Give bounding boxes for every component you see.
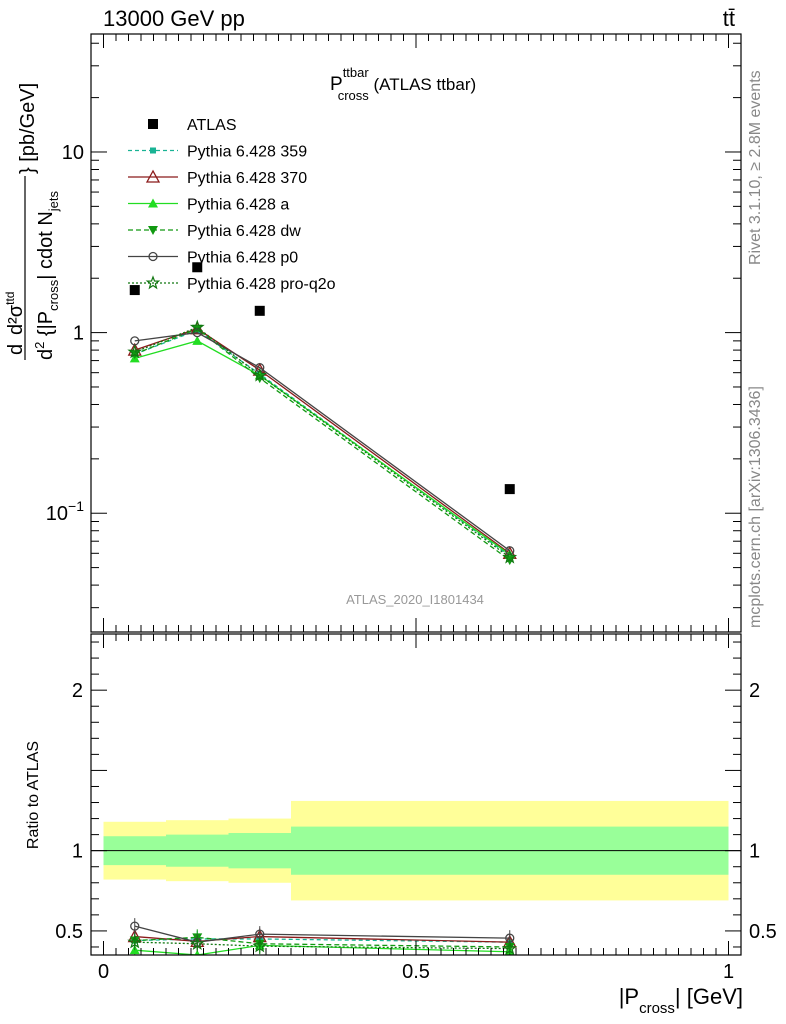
series-5-point-2 <box>252 367 268 382</box>
ratio-y-tick-label-right-1: 1 <box>749 841 760 863</box>
legend-label-0: ATLAS <box>187 117 237 134</box>
ratio-line-1 <box>134 935 510 943</box>
ratio-y-label: Ratio to ATLAS <box>25 741 42 849</box>
legend-label-3: Pythia 6.428 a <box>187 197 289 214</box>
series-5-point-1 <box>189 319 205 334</box>
data-point-2 <box>254 305 265 316</box>
ratio-5-point-1 <box>189 936 205 950</box>
ratio-y-tick-label-2: 2 <box>72 680 83 702</box>
rivet-label: Rivet 3.1.10, ≥ 2.8M events <box>747 70 764 265</box>
legend-marker-1 <box>150 147 156 154</box>
ratio-2-point-1 <box>194 950 201 955</box>
x-tick-label-1: 0.5 <box>402 961 430 983</box>
legend-marker-6 <box>145 275 161 290</box>
ratio-y-tick-label-right-0: 0.5 <box>749 921 777 943</box>
x-axis-label: |Pcross| [GeV] <box>619 984 743 1017</box>
legend-label-4: Pythia 6.428 dw <box>187 223 301 240</box>
analysis-id: ATLAS_2020_I1801434 <box>346 592 484 607</box>
y-tick-label-1: 1 <box>73 323 84 345</box>
title-main: P <box>330 74 343 95</box>
mcplots-label: mcplots.cern.ch [arXiv:1306.3436] <box>747 386 764 628</box>
ratio-5-point-3 <box>502 940 518 955</box>
ylabel-d-top: d <box>5 344 27 355</box>
series-line-4 <box>134 331 511 552</box>
series-4-point-2 <box>255 362 265 373</box>
ylabel-denominator: d2 {|Pcross| cdot Njets <box>32 191 61 360</box>
ratio-line-5 <box>134 941 510 950</box>
chart-title: Pttbar cross (ATLAS ttbar) <box>330 65 476 103</box>
series-line-3 <box>134 328 511 561</box>
series-4-point-3 <box>505 546 515 556</box>
series-line-5 <box>134 326 511 558</box>
legend-label-6: Pythia 6.428 pro-q2o <box>187 276 336 293</box>
x-tick-label-2: 1 <box>723 961 734 983</box>
legend-marker-5 <box>148 251 158 262</box>
y-tick-label-0: 10−1 <box>46 498 84 525</box>
ratio-4-point-0 <box>130 921 140 931</box>
legend-marker-3 <box>148 198 158 208</box>
series-2-point-1 <box>192 335 203 345</box>
ratio-y-tick-label-0: 0.5 <box>55 921 83 943</box>
y-axis-label: d d²σttd d2 {|Pcross| cdot Njets } [pb/G… <box>3 83 61 360</box>
process-label: tt̄ <box>723 6 735 31</box>
legend-marker-2 <box>145 169 161 183</box>
series-5-point-0 <box>127 344 143 359</box>
ratio-line-3 <box>134 936 510 948</box>
ratio-5-point-0 <box>127 934 143 949</box>
ylabel-sigma: d²σttd <box>3 292 27 335</box>
legend-label-1: Pythia 6.428 359 <box>187 144 307 161</box>
legend: ATLAS Pythia 6.428 359 Pythia 6.428 370 Pyt… <box>128 117 336 293</box>
ratio-y-tick-label-1: 1 <box>72 841 83 863</box>
legend-marker-0 <box>148 119 158 129</box>
data-point-0 <box>129 285 140 296</box>
series-line-2 <box>134 340 511 556</box>
data-point-1 <box>192 262 203 273</box>
title-suffix: (ATLAS ttbar) <box>369 75 476 94</box>
title-sub: cross <box>338 88 370 103</box>
main-panel: 10−1 1 10 <box>46 33 742 633</box>
ratio-4-point-2 <box>255 929 265 939</box>
series-line-0 <box>134 329 511 557</box>
y-tick-label-2: 10 <box>62 142 84 164</box>
title-sup: ttbar <box>343 65 370 80</box>
ratio-5-point-2 <box>252 938 268 953</box>
legend-marker-4 <box>148 226 158 235</box>
ylabel-unit: } [pb/GeV] <box>17 83 39 174</box>
energy-label: 13000 GeV pp <box>103 6 245 31</box>
ratio-panel: 0 0.5 1 0.5 0.5 1 1 2 2 <box>55 633 777 983</box>
x-tick-label-0: 0 <box>98 961 109 983</box>
ratio-y-tick-label-right-2: 2 <box>749 680 760 702</box>
ratio-frame <box>90 633 742 956</box>
ratio-series-group <box>127 918 518 955</box>
data-point-3 <box>504 484 515 495</box>
legend-label-2: Pythia 6.428 370 <box>187 170 307 187</box>
series-5-point-3 <box>502 549 518 564</box>
legend-label-5: Pythia 6.428 p0 <box>187 250 298 267</box>
ratio-line-4 <box>134 925 510 943</box>
